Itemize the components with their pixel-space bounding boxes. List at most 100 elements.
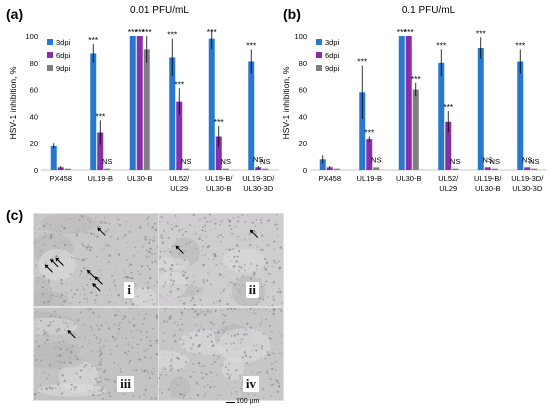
- micrograph-speck: [170, 367, 173, 370]
- micrograph-speck: [190, 292, 193, 294]
- micrograph-speck: [99, 220, 101, 223]
- micrograph-speck: [137, 351, 140, 354]
- micrograph-speck: [114, 258, 116, 260]
- micrograph-speck: [226, 303, 229, 306]
- micrograph-speck: [259, 324, 260, 326]
- micrograph-speck: [183, 339, 185, 342]
- micrograph-speck: [109, 349, 111, 350]
- micrograph-speck: [58, 316, 61, 319]
- micrograph-speck: [102, 370, 106, 374]
- micrograph-speck: [128, 363, 131, 365]
- significance-label: ***: [174, 79, 185, 89]
- micrograph-speck: [260, 221, 263, 224]
- micrograph-speck: [222, 253, 225, 255]
- micrograph-speck: [35, 359, 38, 362]
- micrograph-speck: [213, 360, 216, 363]
- micrograph-speck: [228, 375, 231, 378]
- micrograph-speck: [127, 344, 130, 347]
- micrograph-speck: [145, 331, 149, 334]
- bar-3dpi: [248, 61, 255, 170]
- micrograph-speck: [90, 382, 92, 383]
- micrograph-speck: [138, 313, 141, 316]
- micrograph-speck: [147, 370, 149, 372]
- micrograph-speck: [223, 276, 225, 278]
- micrograph-speck: [182, 270, 184, 273]
- micrograph-speck: [61, 396, 64, 399]
- micrograph-speck: [113, 280, 116, 283]
- micrograph-speck: [234, 381, 236, 383]
- micrograph-speck: [181, 323, 184, 326]
- micrograph-speck: [275, 214, 278, 216]
- micrograph-speck: [228, 219, 232, 223]
- significance-label: NS: [253, 155, 263, 164]
- micrograph-speck: [227, 255, 229, 258]
- micrograph-speck: [39, 250, 42, 253]
- micrograph-speck: [146, 281, 149, 285]
- micrograph-speck: [62, 340, 65, 343]
- micrograph-speck: [50, 268, 52, 270]
- micrograph-speck: [218, 273, 222, 276]
- micrograph-speck: [257, 246, 259, 248]
- micrograph-speck: [37, 391, 40, 394]
- micrograph-speck: [269, 377, 272, 381]
- micrograph-speck: [168, 355, 170, 357]
- micrograph-speck: [240, 214, 243, 216]
- micrograph-speck: [177, 296, 180, 298]
- micrograph-speck: [56, 231, 58, 233]
- micrograph-speck: [147, 291, 149, 293]
- micrograph-speck: [79, 272, 83, 275]
- micrograph-speck: [162, 285, 165, 288]
- micrograph-speck: [108, 289, 110, 291]
- micrograph-speck: [236, 255, 239, 258]
- bar-9dpi: [531, 168, 538, 170]
- bar-9dpi: [104, 168, 111, 170]
- micrograph-speck: [116, 336, 118, 339]
- micrograph-speck: [47, 324, 50, 327]
- micrograph-speck: [169, 251, 172, 254]
- micrograph-speck: [84, 229, 86, 232]
- micrograph-speck: [171, 308, 174, 310]
- y-tick-label: 60: [299, 86, 307, 95]
- micrograph-speck: [100, 339, 102, 341]
- micrograph-speck: [46, 338, 49, 342]
- panel-label-c: (c): [6, 207, 24, 223]
- micrograph-speck: [73, 293, 76, 296]
- micrograph-speck: [96, 367, 99, 371]
- micrograph-speck: [244, 278, 246, 280]
- micrograph-speck: [145, 336, 148, 338]
- micrograph-speck: [98, 226, 101, 229]
- micrograph-speck: [137, 240, 139, 242]
- micrograph-speck: [213, 218, 216, 221]
- micrograph-speck: [79, 311, 82, 314]
- micrograph-speck: [117, 332, 120, 335]
- micrograph-speck: [200, 325, 202, 327]
- micrograph-speck: [81, 323, 83, 326]
- micrograph-blotch: [132, 287, 157, 306]
- micrograph-speck: [216, 300, 218, 303]
- micrograph-speck: [96, 324, 99, 327]
- micrograph-speck: [265, 244, 268, 246]
- micrograph-speck: [172, 333, 174, 334]
- micrograph-speck: [107, 228, 110, 232]
- micrograph-speck: [220, 364, 222, 366]
- significance-label: ***: [142, 27, 153, 37]
- micrograph-speck: [216, 331, 220, 334]
- micrograph-speck: [249, 277, 253, 280]
- micrograph-speck: [37, 345, 40, 348]
- micrograph-speck: [104, 216, 106, 219]
- micrograph-speck: [208, 214, 212, 216]
- panel-label-a: (a): [6, 6, 24, 22]
- micrograph-speck: [229, 294, 231, 296]
- micrograph-ii-label: ii: [245, 282, 259, 298]
- bar-6dpi: [405, 36, 412, 170]
- micrograph-speck: [149, 344, 152, 347]
- significance-label: NS: [483, 156, 493, 165]
- micrograph-speck: [78, 337, 80, 339]
- micrograph-speck: [160, 234, 163, 237]
- significance-label: ***: [128, 27, 139, 37]
- micrograph-speck: [96, 342, 98, 344]
- micrograph-speck: [269, 324, 272, 327]
- micrograph-speck: [73, 332, 75, 335]
- micrograph-speck: [46, 334, 50, 338]
- micrograph-speck: [92, 229, 93, 231]
